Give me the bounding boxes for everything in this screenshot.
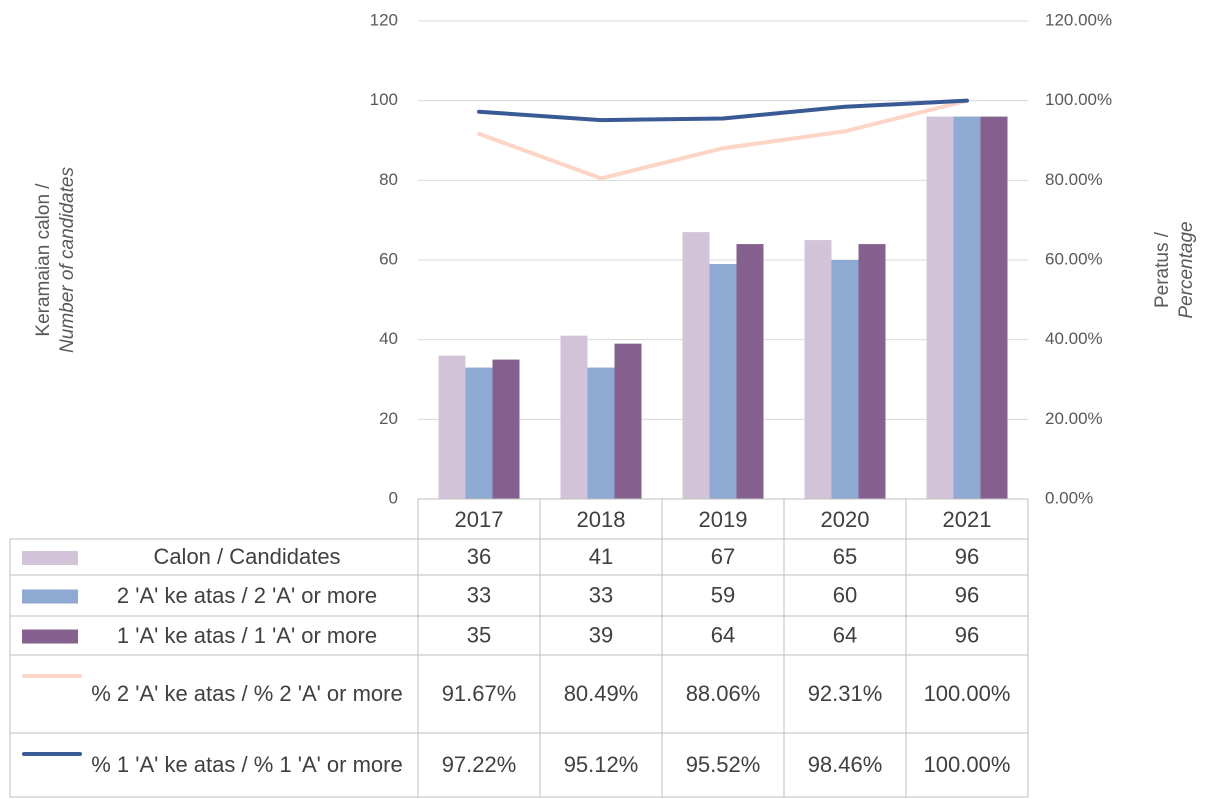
table-value: 39: [589, 622, 613, 647]
table-value: 41: [589, 544, 613, 569]
table-value: 100.00%: [924, 752, 1011, 777]
table-value: 96: [955, 582, 979, 607]
axis-title: Peratus /: [1152, 231, 1173, 308]
table-value: 35: [467, 622, 491, 647]
bar: [492, 359, 520, 499]
table-value: 36: [467, 544, 491, 569]
legend-label: 2 'A' ke atas / 2 'A' or more: [116, 582, 378, 608]
table-value: 65: [833, 544, 857, 569]
y2-tick-label: 0.00%: [1045, 488, 1093, 507]
table-value: 60: [833, 582, 857, 607]
table-value: 92.31%: [808, 681, 883, 706]
line-series: [477, 98, 969, 123]
table-value: 100.00%: [924, 681, 1011, 706]
bar: [614, 343, 642, 499]
bar: [587, 367, 615, 499]
x-tick-label: 2021: [943, 507, 992, 532]
bar: [709, 263, 737, 499]
bar: [736, 244, 764, 499]
y-tick-label: 40: [379, 329, 398, 348]
bar: [953, 116, 981, 499]
legend-label: % 2 'A' ke atas / % 2 'A' or more: [91, 681, 403, 706]
legend-label: % 1 'A' ke atas / % 1 'A' or more: [91, 752, 403, 777]
y-tick-label: 100: [370, 90, 398, 109]
y2-tick-label: 40.00%: [1045, 329, 1103, 348]
y2-tick-label: 120.00%: [1045, 10, 1112, 29]
bar: [682, 232, 710, 499]
legend-label: Calon / Candidates: [153, 544, 341, 569]
legend-key: [22, 629, 78, 644]
table-value: 96: [955, 622, 979, 647]
y-tick-label: 120: [370, 10, 398, 29]
bar: [926, 116, 954, 499]
y2-tick-label: 20.00%: [1045, 409, 1103, 428]
table-value: 96: [955, 544, 979, 569]
x-tick-label: 2017: [455, 507, 504, 532]
x-tick-label: 2019: [699, 507, 748, 532]
y-tick-label: 20: [379, 409, 398, 428]
y-tick-label: 0: [389, 488, 398, 507]
bar: [980, 116, 1008, 499]
bar: [465, 367, 493, 499]
x-tick-label: 2018: [577, 507, 626, 532]
legend-key: [22, 551, 78, 565]
legend-label-box: 1 'A' ke atas / 1 'A' or more: [116, 622, 378, 648]
axis-title: Number of candidates: [57, 167, 78, 353]
x-tick-label: 2020: [821, 507, 870, 532]
axis-title: Keramaian calon /: [33, 183, 54, 337]
table-value: 67: [711, 544, 735, 569]
table-value: 97.22%: [442, 752, 517, 777]
legend-label-box: % 1 'A' ke atas / % 1 'A' or more: [91, 752, 403, 777]
legend-key: [22, 589, 78, 604]
table-value: 59: [711, 582, 735, 607]
table-value: 80.49%: [564, 681, 639, 706]
table-value: 95.52%: [686, 752, 761, 777]
legend-label: 1 'A' ke atas / 1 'A' or more: [116, 622, 378, 648]
bar: [804, 240, 832, 500]
bar: [560, 335, 588, 499]
axis-title: Percentage: [1176, 221, 1197, 318]
y-tick-label: 60: [379, 249, 398, 268]
y-tick-label: 80: [379, 170, 398, 189]
legend-label-box: 2 'A' ke atas / 2 'A' or more: [116, 582, 378, 608]
table-value: 64: [711, 622, 735, 647]
legend-label-box: Calon / Candidates: [153, 544, 341, 569]
bar: [858, 244, 886, 499]
y2-tick-label: 60.00%: [1045, 249, 1103, 268]
legend-label-box: % 2 'A' ke atas / % 2 'A' or more: [91, 681, 403, 706]
table-value: 64: [833, 622, 857, 647]
y2-tick-label: 80.00%: [1045, 170, 1103, 189]
table-value: 33: [467, 582, 491, 607]
line-series: [477, 98, 969, 181]
table-value: 95.12%: [564, 752, 639, 777]
table-value: 33: [589, 582, 613, 607]
bar: [438, 355, 466, 499]
table-value: 91.67%: [442, 681, 517, 706]
y2-tick-label: 100.00%: [1045, 90, 1112, 109]
bar: [831, 260, 859, 499]
table-value: 88.06%: [686, 681, 761, 706]
table-value: 98.46%: [808, 752, 883, 777]
